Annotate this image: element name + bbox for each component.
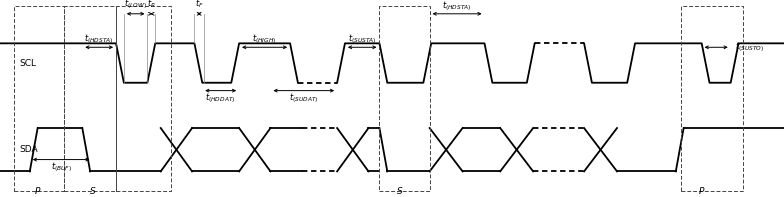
- Text: SCL: SCL: [20, 59, 37, 68]
- Text: $t_{(BUF)}$: $t_{(BUF)}$: [51, 161, 71, 174]
- Text: S: S: [397, 187, 403, 196]
- Text: $t_{(SUSTA)}$: $t_{(SUSTA)}$: [348, 33, 376, 46]
- Text: $t_{(HIGH)}$: $t_{(HIGH)}$: [252, 33, 277, 46]
- Text: $t_{(SUDAT)}$: $t_{(SUDAT)}$: [289, 92, 318, 105]
- Text: $t_{(HDSTA)}$: $t_{(HDSTA)}$: [442, 0, 472, 13]
- Text: P: P: [699, 187, 704, 196]
- Text: P: P: [35, 187, 40, 196]
- Text: $t_{(HDDAT)}$: $t_{(HDDAT)}$: [205, 92, 236, 105]
- Text: SDA: SDA: [20, 145, 38, 154]
- Text: $t_R$: $t_R$: [147, 0, 156, 10]
- Text: S: S: [89, 187, 96, 196]
- Text: $t_{(SUSTO)}$: $t_{(SUSTO)}$: [735, 40, 764, 54]
- Text: $t_{(HDSTA)}$: $t_{(HDSTA)}$: [85, 33, 114, 46]
- Text: $t_F$: $t_F$: [194, 0, 204, 10]
- Text: $t_{(LOW)}$: $t_{(LOW)}$: [124, 0, 147, 11]
